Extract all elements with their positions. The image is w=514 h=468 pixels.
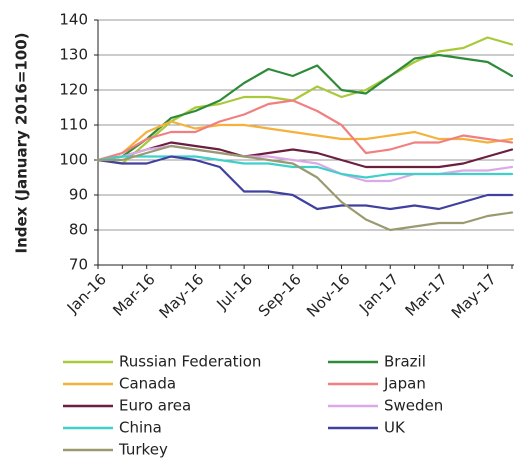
x-tick-label: Jul-16 [213, 270, 257, 314]
series-line [96, 144, 514, 232]
legend-label: Euro area [119, 397, 191, 415]
legend-label: UK [384, 419, 406, 437]
y-tick-label: 100 [59, 151, 88, 169]
y-tick-label: 90 [69, 186, 88, 204]
legend-label: Russian Federation [119, 353, 261, 371]
y-tick-label: 130 [59, 46, 88, 64]
y-tick-label: 120 [59, 81, 88, 99]
legend-label: China [119, 419, 162, 437]
y-tick-label: 110 [59, 116, 88, 134]
x-tick-label: Jan-17 [355, 270, 402, 317]
x-tick-label: Mar-16 [109, 270, 158, 319]
legend-label: Brazil [384, 353, 426, 371]
y-tick-label: 140 [59, 11, 88, 29]
y-tick-label: 70 [69, 256, 88, 274]
x-tick-label: Mar-17 [402, 270, 451, 319]
y-axis-label: Index (January 2016=100) [13, 33, 31, 254]
series-line [96, 99, 514, 162]
legend-label: Canada [119, 375, 176, 393]
x-tick-label: Jan-16 [63, 270, 110, 317]
series-line [96, 53, 514, 162]
series-line [96, 120, 514, 162]
x-tick-label: May-16 [156, 270, 208, 322]
series-line [96, 36, 514, 165]
series-line [96, 155, 514, 211]
legend-label: Turkey [118, 441, 168, 459]
series-line [96, 155, 514, 179]
legend-label: Sweden [384, 397, 443, 415]
x-tick-label: Sep-16 [255, 270, 305, 320]
y-tick-label: 80 [69, 221, 88, 239]
x-tick-label: May-17 [448, 270, 500, 322]
x-tick-label: Nov-16 [303, 270, 353, 320]
series-line [96, 141, 514, 169]
legend-label: Japan [383, 375, 426, 393]
